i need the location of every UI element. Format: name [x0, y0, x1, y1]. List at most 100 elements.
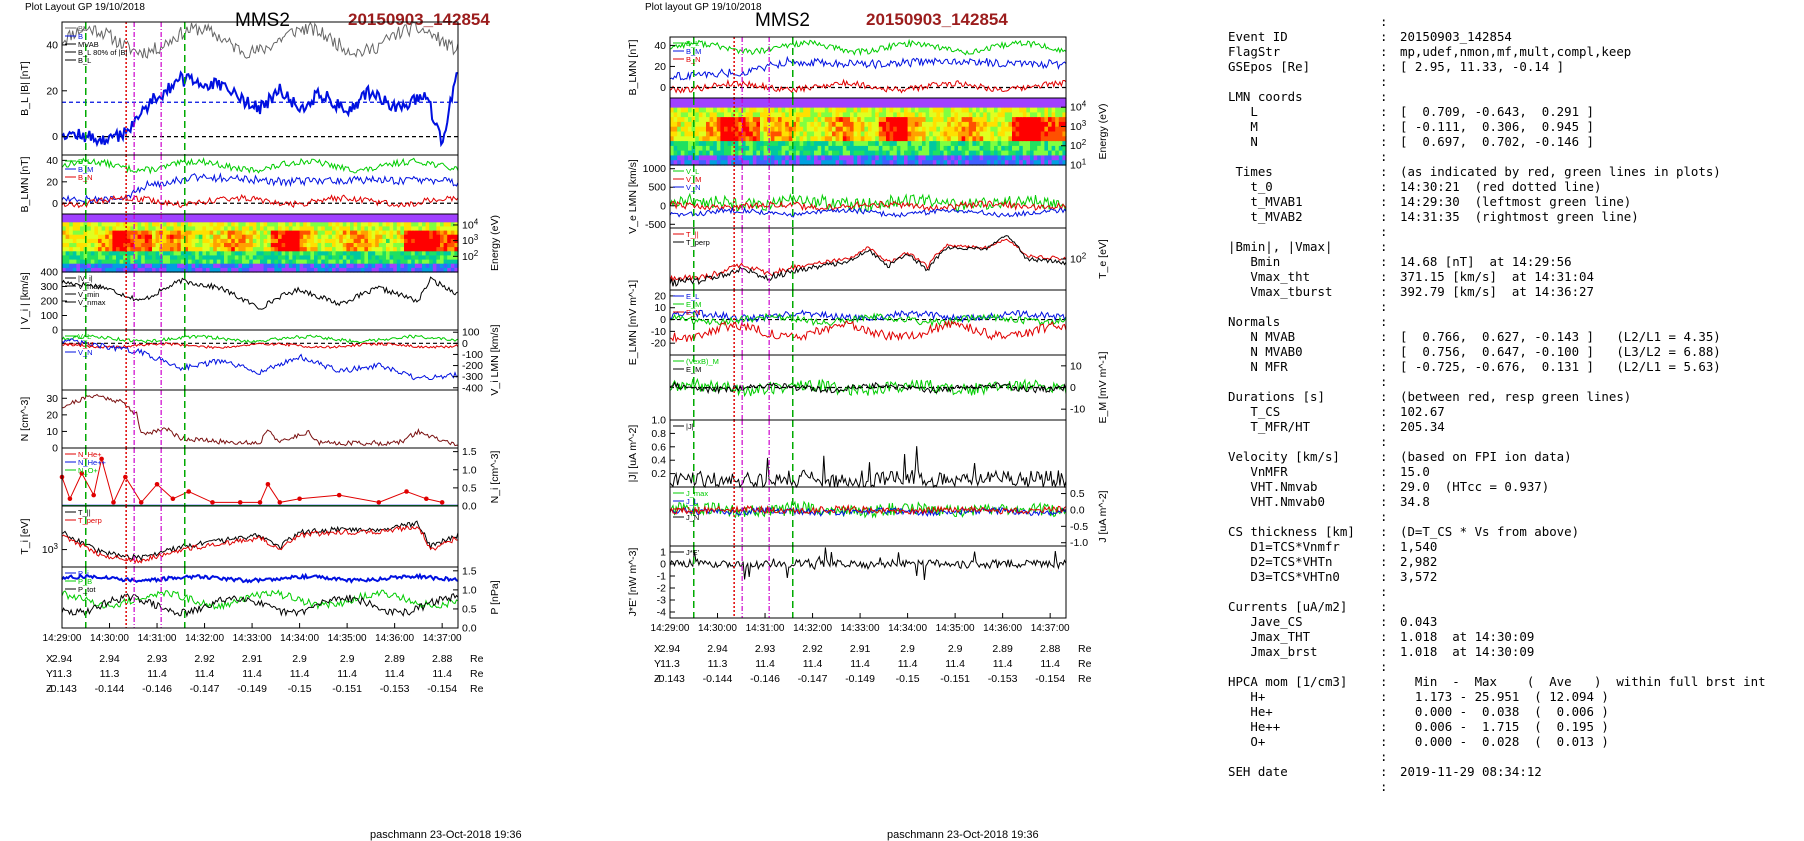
- spectrogram-cell: [983, 136, 988, 142]
- panel-frame: [61, 389, 459, 449]
- spectrogram-cell: [958, 150, 963, 156]
- spectrogram-cell: [986, 131, 991, 137]
- spectrogram-cell: [400, 226, 405, 232]
- spectrogram-cell: [177, 259, 182, 265]
- spectrogram-cell: [180, 255, 185, 261]
- spectrogram-cell: [799, 141, 804, 147]
- spectrogram-cell: [400, 230, 405, 236]
- spectrogram-cell: [260, 255, 265, 261]
- spectrogram-cell: [695, 150, 700, 156]
- spectrogram-cell: [781, 150, 786, 156]
- spectrogram-cell: [195, 243, 200, 248]
- spectrogram-cell: [123, 218, 128, 223]
- spectrogram-cell: [713, 131, 718, 137]
- data-point: [99, 456, 104, 462]
- spectrogram-cell: [1037, 131, 1042, 137]
- spectrogram-cell: [328, 226, 333, 232]
- spectrogram-cell: [738, 102, 743, 109]
- spectrogram-cell: [907, 141, 912, 147]
- ephemeris-value: 11.4: [803, 658, 823, 670]
- spectrogram-cell: [724, 136, 729, 142]
- spectrogram-cell: [389, 234, 394, 240]
- spectrogram-cell: [119, 267, 124, 273]
- spectrogram-cell: [231, 243, 236, 248]
- spectrogram-cell: [889, 136, 894, 142]
- spectrogram-cell: [346, 263, 351, 269]
- data-point: [336, 492, 342, 498]
- spectrogram-cell: [389, 243, 394, 248]
- spectrogram-cell: [198, 214, 203, 219]
- spectrogram-cell: [972, 131, 977, 137]
- spectrogram-cell: [900, 155, 905, 161]
- spectrogram-cell: [281, 238, 286, 244]
- spectrogram-cell: [810, 107, 815, 113]
- spectrogram-cell: [727, 98, 732, 104]
- info-line: :: [1228, 224, 1798, 239]
- spectrogram-cell: [1055, 160, 1060, 166]
- spectrogram-cell: [148, 243, 153, 248]
- spectrogram-cell: [357, 234, 362, 240]
- spectrogram-cell: [803, 145, 808, 152]
- spectrogram-cell: [803, 131, 808, 137]
- info-line: t_MVAB2:14:31:35 (rightmost green line): [1228, 209, 1798, 224]
- spectrogram-cell: [429, 243, 434, 248]
- info-key: Jmax_THT: [1228, 629, 1311, 644]
- spectrogram-cell: [332, 218, 337, 223]
- spectrogram-cell: [738, 160, 743, 166]
- spectrogram-cell: [875, 121, 880, 128]
- spectrogram-cell: [965, 141, 970, 147]
- info-key: CS thickness [km]: [1228, 524, 1355, 539]
- spectrogram-cell: [108, 222, 113, 227]
- spectrogram-cell: [357, 243, 362, 248]
- spectrogram-cell: [936, 107, 941, 113]
- spectrogram-cell: [742, 136, 747, 142]
- series-line: [669, 506, 1067, 518]
- spectrogram-cell: [202, 238, 207, 244]
- spectrogram-cell: [173, 226, 178, 232]
- spectrogram-cell: [87, 238, 92, 244]
- data-point: [297, 496, 302, 502]
- spectrogram-cell: [691, 136, 696, 142]
- spectrogram-cell: [828, 131, 833, 137]
- spectrogram-cell: [839, 117, 844, 123]
- spectrogram-cell: [346, 243, 351, 248]
- spectrogram-cell: [234, 238, 239, 244]
- spectrogram-cell: [447, 263, 452, 269]
- y-axis-label: B_LMN [nT]: [627, 39, 639, 95]
- info-line: Times: (as indicated by red, green lines …: [1228, 164, 1798, 179]
- spectrogram-cell: [796, 102, 801, 109]
- spectrogram-cell: [896, 98, 901, 104]
- spectrogram-cell: [429, 230, 434, 236]
- spectrogram-cell: [1001, 150, 1006, 156]
- spectrogram-cell: [234, 259, 239, 265]
- spectrogram-cell: [1012, 145, 1017, 152]
- spectrogram-cell: [418, 267, 423, 273]
- spectrogram-cell: [213, 238, 218, 244]
- info-key: [1228, 659, 1380, 674]
- spectrogram-cell: [382, 218, 387, 223]
- spectrogram-cell: [680, 145, 685, 152]
- spectrogram-cell: [195, 214, 200, 219]
- spectrogram-cell: [709, 107, 714, 113]
- spectrogram-cell: [249, 251, 254, 256]
- spectrogram-cell: [335, 259, 340, 265]
- spectrogram-cell: [731, 136, 736, 142]
- spectrogram-cell: [90, 234, 95, 240]
- info-colon: :: [1380, 254, 1388, 269]
- spectrogram-cell: [317, 247, 322, 252]
- spectrogram-cell: [976, 107, 981, 113]
- spectrogram-cell: [760, 107, 765, 113]
- spectrogram-cell: [296, 230, 301, 236]
- spectrogram-cell: [756, 126, 761, 133]
- spectrogram-cell: [321, 226, 326, 232]
- spectrogram-cell: [896, 121, 901, 128]
- spectrogram-cell: [1022, 121, 1027, 128]
- spectrogram-cell: [860, 145, 865, 152]
- spectrogram-cell: [824, 131, 829, 137]
- spectrogram-cell: [983, 107, 988, 113]
- spectrogram-cell: [936, 131, 941, 137]
- spectrogram-cell: [224, 259, 229, 265]
- spectrogram-cell: [886, 126, 891, 133]
- spectrogram-cell: [310, 243, 315, 248]
